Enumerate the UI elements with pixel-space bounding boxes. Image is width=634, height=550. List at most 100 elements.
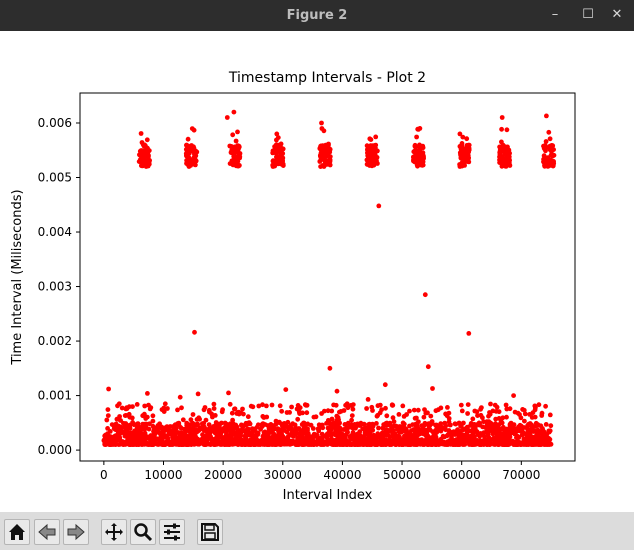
data-point <box>137 152 142 158</box>
y-tick-label: 0.004 <box>38 225 72 239</box>
minimize-button[interactable]: – <box>551 7 559 22</box>
data-point <box>147 441 153 447</box>
data-point <box>423 421 429 427</box>
data-point <box>310 439 316 444</box>
data-point <box>530 439 536 445</box>
pan-button[interactable] <box>101 519 127 545</box>
data-point <box>207 432 212 437</box>
data-point <box>298 428 303 434</box>
data-point <box>547 437 553 442</box>
configure-subplots-button[interactable] <box>159 519 185 545</box>
data-point <box>201 428 207 433</box>
data-point <box>105 413 111 418</box>
data-point <box>382 382 388 388</box>
chart-title: Timestamp Intervals - Plot 2 <box>228 70 426 86</box>
data-point <box>211 438 216 444</box>
data-point <box>302 402 308 408</box>
data-point <box>466 142 472 148</box>
data-point <box>464 150 470 155</box>
data-point <box>497 151 503 157</box>
data-point <box>504 127 510 133</box>
data-point <box>417 126 423 131</box>
data-point <box>511 442 517 447</box>
data-point <box>409 428 414 433</box>
data-point <box>192 329 197 335</box>
data-point <box>485 429 491 435</box>
data-point <box>455 442 460 447</box>
data-point <box>208 427 213 432</box>
data-point <box>273 422 279 427</box>
data-point <box>236 153 242 158</box>
close-button[interactable]: ✕ <box>611 7 623 22</box>
data-point <box>172 428 178 433</box>
data-point <box>455 427 461 433</box>
data-point <box>360 426 366 431</box>
back-button[interactable] <box>34 519 60 545</box>
data-point <box>159 424 164 430</box>
data-point <box>497 160 502 166</box>
data-point <box>259 437 265 443</box>
data-point <box>112 441 118 447</box>
data-point <box>262 442 267 447</box>
data-point <box>329 408 335 414</box>
data-point <box>136 435 142 440</box>
data-point <box>438 405 444 411</box>
data-point <box>184 143 190 148</box>
data-point <box>231 440 237 445</box>
data-point <box>329 416 335 422</box>
data-point <box>499 139 504 145</box>
data-point <box>538 423 544 429</box>
data-point <box>321 128 327 134</box>
data-point <box>380 425 386 431</box>
data-point <box>479 439 485 444</box>
data-point <box>267 436 273 442</box>
data-point <box>235 129 240 135</box>
data-point <box>304 410 310 416</box>
data-point <box>328 433 334 438</box>
data-point <box>135 421 141 426</box>
data-point <box>451 438 456 443</box>
data-point <box>396 436 402 442</box>
data-point <box>430 386 435 391</box>
data-point <box>255 430 261 436</box>
data-point <box>423 410 429 416</box>
zoom-button[interactable] <box>130 519 156 545</box>
home-button[interactable] <box>4 519 30 545</box>
data-point <box>310 426 316 431</box>
x-tick-label: 70000 <box>502 468 540 482</box>
data-point <box>387 434 393 439</box>
data-points <box>101 109 557 447</box>
data-point <box>244 422 250 428</box>
data-point <box>118 427 124 433</box>
save-button[interactable] <box>197 519 223 545</box>
data-point <box>327 154 333 159</box>
data-point <box>377 402 383 408</box>
data-point <box>480 415 485 421</box>
data-point <box>547 412 553 418</box>
data-point <box>183 440 188 446</box>
data-point <box>453 421 459 427</box>
data-point <box>143 416 149 421</box>
data-point <box>543 403 548 409</box>
data-point <box>245 440 251 446</box>
data-point <box>200 437 206 443</box>
data-point <box>140 163 145 169</box>
data-point <box>508 421 513 427</box>
maximize-button[interactable]: ☐ <box>582 7 594 22</box>
data-point <box>478 406 483 412</box>
plot-frame <box>79 92 576 462</box>
data-point <box>269 442 275 447</box>
data-point <box>127 422 133 428</box>
data-point <box>109 422 115 427</box>
data-point <box>434 429 440 435</box>
data-point <box>547 163 553 169</box>
data-point <box>499 126 504 132</box>
forward-button[interactable] <box>63 519 89 545</box>
data-point <box>533 405 538 410</box>
data-point <box>523 436 528 441</box>
data-point <box>106 441 111 447</box>
data-point <box>270 158 276 164</box>
data-point <box>122 433 128 439</box>
data-point <box>275 436 281 442</box>
data-point <box>459 408 465 414</box>
